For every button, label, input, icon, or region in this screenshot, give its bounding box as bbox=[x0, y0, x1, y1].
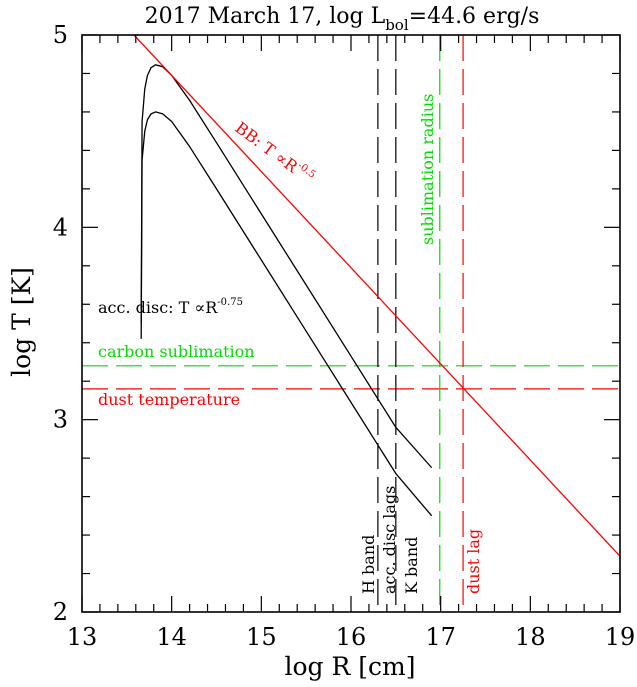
disc-relation-exponent: -0.75 bbox=[217, 297, 243, 308]
x-tick-labels: 13 14 15 16 17 18 19 bbox=[67, 623, 636, 651]
chart-title-main: 2017 March 17, log L bbox=[145, 4, 386, 29]
y-tick-label: 5 bbox=[53, 21, 68, 49]
series-lines bbox=[133, 35, 620, 557]
dust-lag-label: dust lag bbox=[464, 529, 483, 594]
x-tick-label: 19 bbox=[605, 623, 636, 651]
y-axis-label: log T [K] bbox=[7, 267, 36, 377]
chart-title-subscript: bol bbox=[385, 16, 409, 34]
disc-relation-label: acc. disc: T ∝R-0.75 bbox=[98, 297, 243, 317]
x-tick-label: 17 bbox=[425, 623, 456, 651]
disc-lower-curve bbox=[140, 111, 433, 517]
x-tick-label: 13 bbox=[67, 623, 98, 651]
x-tick-label: 18 bbox=[515, 623, 546, 651]
y-tick-label: 2 bbox=[53, 598, 68, 626]
blackbody-relation-text: BB: T ∝R bbox=[232, 118, 302, 177]
axis-ticks bbox=[81, 34, 621, 613]
blackbody-relation-exponent: -0.5 bbox=[295, 160, 317, 180]
x-tick-label: 15 bbox=[246, 623, 277, 651]
y-tick-labels: 2 3 4 5 bbox=[53, 21, 68, 626]
y-tick-label: 4 bbox=[53, 213, 68, 241]
x-axis-label: log R [cm] bbox=[285, 652, 416, 681]
reference-lines bbox=[82, 35, 620, 612]
acc-disc-lags-label: acc. disc lags bbox=[380, 486, 399, 594]
dust-temperature-label: dust temperature bbox=[98, 390, 240, 409]
blackbody-curve bbox=[133, 35, 620, 557]
plot-frame bbox=[81, 34, 621, 613]
y-tick-label: 3 bbox=[53, 406, 68, 434]
chart-title: 2017 March 17, log Lbol=44.6 erg/s bbox=[145, 4, 540, 34]
carbon-sublimation-label: carbon sublimation bbox=[98, 342, 255, 361]
x-tick-label: 14 bbox=[156, 623, 187, 651]
h-band-label: H band bbox=[359, 535, 378, 594]
disc-relation-text: acc. disc: T ∝R bbox=[98, 298, 218, 317]
x-tick-label: 16 bbox=[336, 623, 367, 651]
k-band-label: K band bbox=[402, 537, 421, 594]
sublimation-radius-label: sublimation radius bbox=[418, 94, 437, 245]
chart-title-tail: =44.6 erg/s bbox=[409, 4, 540, 29]
blackbody-relation-label: BB: T ∝R-0.5 bbox=[232, 117, 318, 188]
